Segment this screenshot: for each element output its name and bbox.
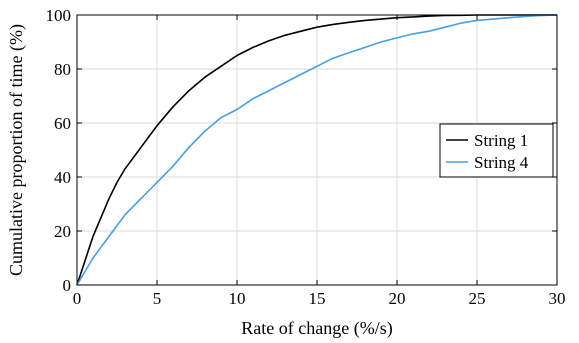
y-tick-label: 80 bbox=[54, 60, 71, 79]
axis-ticks bbox=[76, 14, 558, 286]
series-line-2 bbox=[76, 14, 558, 286]
legend-label-1: String 1 bbox=[474, 131, 528, 150]
y-tick-label: 0 bbox=[63, 276, 72, 295]
legend: String 1 String 4 bbox=[439, 123, 554, 178]
y-axis-title: Cumulative proportion of time (%) bbox=[6, 24, 27, 276]
x-tick-label: 25 bbox=[469, 289, 486, 308]
legend-box bbox=[439, 123, 554, 178]
y-tick-label: 100 bbox=[46, 6, 72, 25]
x-tick-label: 15 bbox=[309, 289, 326, 308]
x-axis-title: Rate of change (%/s) bbox=[241, 318, 392, 339]
x-tick-labels: 0 5 10 15 20 25 30 bbox=[73, 289, 566, 308]
x-tick-label: 20 bbox=[389, 289, 406, 308]
y-tick-labels: 0 20 40 60 80 100 bbox=[46, 6, 72, 295]
x-tick-label: 5 bbox=[153, 289, 162, 308]
y-tick-label: 60 bbox=[54, 114, 71, 133]
x-tick-label: 30 bbox=[549, 289, 566, 308]
legend-label-2: String 4 bbox=[474, 153, 529, 172]
y-tick-label: 20 bbox=[54, 222, 71, 241]
x-tick-label: 0 bbox=[73, 289, 82, 308]
x-tick-label: 10 bbox=[229, 289, 246, 308]
y-tick-label: 40 bbox=[54, 168, 71, 187]
